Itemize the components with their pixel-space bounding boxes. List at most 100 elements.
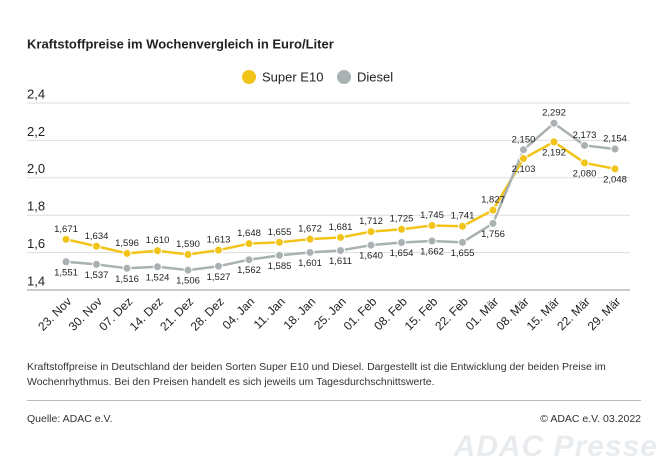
point xyxy=(366,240,376,250)
value-label: 2,154 xyxy=(603,134,627,145)
point xyxy=(336,246,345,256)
value-label: 2,080 xyxy=(573,168,597,179)
point xyxy=(275,250,284,260)
point xyxy=(397,238,406,248)
point xyxy=(458,237,467,247)
y-tick-label: 2,2 xyxy=(27,124,45,139)
x-tick-label: 29. Mär xyxy=(585,294,624,333)
y-tick-label: 1,8 xyxy=(27,199,45,214)
source: Quelle: ADAC e.V. xyxy=(27,413,113,425)
value-label: 1,524 xyxy=(146,272,170,283)
point xyxy=(305,247,315,257)
point xyxy=(153,246,162,256)
value-label: 1,634 xyxy=(85,231,109,242)
point xyxy=(61,257,71,267)
point xyxy=(366,227,376,237)
point xyxy=(244,239,254,249)
point xyxy=(549,137,559,147)
x-tick-label: 15. Mär xyxy=(524,294,563,333)
value-label: 2,192 xyxy=(542,147,566,158)
x-tick-label: 11. Jan xyxy=(251,294,288,331)
point xyxy=(427,220,437,230)
value-label: 1,662 xyxy=(420,247,444,258)
value-label: 1,655 xyxy=(268,227,292,238)
value-label: 1,610 xyxy=(146,235,170,246)
value-label: 2,103 xyxy=(512,164,536,175)
x-tick-label: 15. Feb xyxy=(402,294,441,333)
point xyxy=(153,262,162,272)
value-label: 1,506 xyxy=(176,276,200,287)
value-label: 1,590 xyxy=(176,239,200,250)
chart-title: Kraftstoffpreise im Wochenvergleich in E… xyxy=(27,36,334,51)
value-label: 1,741 xyxy=(451,211,475,222)
value-label: 1,537 xyxy=(85,270,109,281)
legend-label: Diesel xyxy=(357,69,393,84)
point xyxy=(336,232,345,242)
point xyxy=(580,158,589,168)
legend-label: Super E10 xyxy=(262,69,323,84)
point xyxy=(397,224,406,234)
y-tick-label: 2,0 xyxy=(27,161,45,176)
value-label: 1,527 xyxy=(207,272,231,283)
value-label: 2,292 xyxy=(542,108,566,119)
value-label: 1,562 xyxy=(237,265,261,276)
y-tick-label: 2,4 xyxy=(27,86,45,101)
point xyxy=(183,249,193,259)
value-label: 1,551 xyxy=(54,267,78,278)
point xyxy=(244,255,254,265)
watermark: ADAC Presse xyxy=(453,430,658,463)
x-tick-label: 01. Feb xyxy=(341,294,380,333)
x-tick-label: 08. Feb xyxy=(371,294,410,333)
point xyxy=(427,236,437,246)
x-tick-label: 22. Mär xyxy=(554,294,593,333)
value-label: 1,671 xyxy=(54,224,78,235)
x-tick-label: 22. Feb xyxy=(432,294,471,333)
value-label: 1,640 xyxy=(359,251,383,262)
value-label: 1,611 xyxy=(329,256,352,267)
y-tick-label: 1,4 xyxy=(27,273,45,288)
value-label: 1,596 xyxy=(115,238,139,249)
point xyxy=(488,205,498,215)
point xyxy=(305,234,315,244)
point xyxy=(92,241,101,251)
point xyxy=(610,164,620,174)
point xyxy=(275,237,284,247)
value-label: 1,613 xyxy=(207,235,231,246)
x-tick-label: 28. Dez xyxy=(188,294,227,333)
value-label: 1,725 xyxy=(390,214,414,225)
value-label: 1,745 xyxy=(420,210,444,221)
value-label: 2,173 xyxy=(573,130,597,141)
point xyxy=(580,140,589,150)
legend-swatch xyxy=(337,70,351,84)
point xyxy=(183,265,193,275)
chart: Kraftstoffpreise im Wochenvergleich in E… xyxy=(27,36,630,334)
note: Kraftstoffpreise in Deutschland der beid… xyxy=(27,361,606,388)
value-label: 1,756 xyxy=(481,229,505,240)
value-label: 1,585 xyxy=(268,261,292,272)
copyright: © ADAC e.V. 03.2022 xyxy=(540,413,641,425)
point xyxy=(61,234,71,244)
x-tick-label: 18. Jan xyxy=(281,294,319,332)
y-tick-label: 1,6 xyxy=(27,236,45,251)
x-tick-label: 04. Jan xyxy=(220,294,258,332)
value-label: 1,681 xyxy=(329,222,353,233)
value-label: 2,048 xyxy=(603,174,627,185)
value-label: 2,150 xyxy=(512,134,536,145)
value-label: 1,655 xyxy=(451,248,475,259)
point xyxy=(122,263,132,273)
value-label: 1,648 xyxy=(237,228,261,239)
point xyxy=(519,154,528,164)
value-label: 1,672 xyxy=(298,224,322,235)
separator xyxy=(27,400,641,401)
legend-swatch xyxy=(242,70,256,84)
value-label: 1,516 xyxy=(115,274,139,285)
value-label: 1,712 xyxy=(359,216,383,227)
x-tick-label: 01. Mär xyxy=(463,294,502,333)
point xyxy=(488,218,498,228)
value-label: 1,827 xyxy=(481,195,505,206)
value-label: 1,654 xyxy=(390,248,414,259)
point xyxy=(610,144,620,154)
point xyxy=(92,259,101,269)
point xyxy=(122,248,132,258)
